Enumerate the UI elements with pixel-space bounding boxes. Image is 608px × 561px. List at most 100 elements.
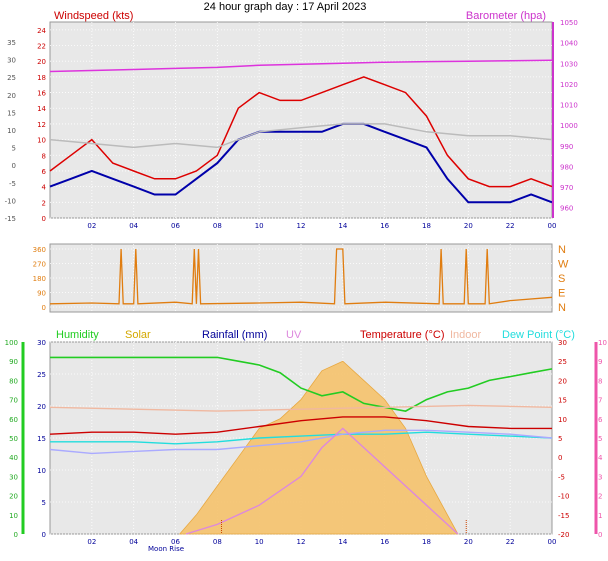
moon-rise-label: Moon Rise [148, 545, 184, 553]
x-tick-label: 10 [255, 222, 264, 230]
uv-tick-label: 5 [598, 435, 602, 443]
x-tick-label: 08 [213, 538, 222, 546]
windspeed-tick-label: 24 [37, 27, 46, 35]
barometer-tick-label: 1040 [560, 40, 578, 48]
x-tick-label: 08 [213, 222, 222, 230]
humidity-tick-label: 90 [9, 358, 18, 366]
uv-tick-label: 1 [598, 512, 602, 520]
windspeed-tick-label: 6 [42, 168, 47, 176]
uv-tick-label: 2 [598, 493, 602, 501]
direction-tick-label: 360 [33, 246, 46, 254]
x-tick-label: 02 [87, 222, 96, 230]
rain-tick-label: 30 [37, 339, 46, 347]
x-tick-label: 18 [422, 222, 431, 230]
x-tick-label: 04 [129, 222, 138, 230]
temp-tick-label: 25 [558, 358, 567, 366]
uv-tick-label: 6 [598, 416, 603, 424]
x-tick-label: 06 [171, 538, 180, 546]
temp-tick-label: -5 [558, 473, 565, 481]
compass-label: W [558, 259, 569, 271]
legend-item: Solar [125, 329, 151, 341]
temp-tick-label: 30 [558, 339, 567, 347]
x-tick-label: 02 [87, 538, 96, 546]
x-tick-label: 14 [338, 222, 347, 230]
windspeed-tick-label: 0 [42, 215, 46, 223]
humidity-tick-label: 60 [9, 416, 18, 424]
x-tick-label: 16 [380, 538, 389, 546]
chart-title: 24 hour graph day : 17 April 2023 [204, 1, 367, 13]
humidity-tick-label: 100 [5, 339, 18, 347]
humidity-tick-label: 0 [14, 531, 18, 539]
series-barometer [49, 59, 553, 73]
far-left-tick-label: -5 [9, 180, 16, 188]
x-tick-label: 12 [297, 222, 306, 230]
barometer-tick-label: 990 [560, 143, 573, 151]
windspeed-tick-label: 8 [42, 152, 46, 160]
far-left-tick-label: 35 [7, 39, 16, 47]
far-left-tick-label: -15 [5, 215, 16, 223]
series-solar [178, 360, 459, 535]
x-tick-label: 18 [422, 538, 431, 546]
barometer-axis-title: Barometer (hpa) [466, 10, 546, 22]
far-left-tick-label: 0 [12, 162, 16, 170]
x-tick-label: 20 [464, 538, 473, 546]
humidity-tick-label: 50 [9, 435, 18, 443]
x-tick-label: 10 [255, 538, 264, 546]
temp-tick-label: -20 [558, 531, 569, 539]
temp-tick-label: 0 [558, 454, 562, 462]
temp-tick-label: -10 [558, 493, 569, 501]
rain-tick-label: 15 [37, 435, 46, 443]
direction-tick-label: 0 [42, 304, 46, 312]
series-dewpoint [50, 431, 553, 445]
uv-tick-label: 7 [598, 397, 602, 405]
far-left-tick-label: 5 [12, 145, 16, 153]
uv-tick-label: 10 [598, 339, 607, 347]
far-left-tick-label: 10 [7, 127, 16, 135]
windspeed-tick-label: 2 [42, 199, 46, 207]
humidity-tick-label: 80 [9, 377, 18, 385]
legend-item: UV [286, 329, 302, 341]
direction-tick-label: 90 [37, 290, 46, 298]
uv-tick-label: 3 [598, 473, 602, 481]
legend-item: Indoor [450, 329, 482, 341]
windspeed-tick-label: 12 [37, 121, 46, 129]
compass-label: N [558, 302, 566, 314]
x-tick-label: 16 [380, 222, 389, 230]
temp-tick-label: -15 [558, 512, 569, 520]
barometer-tick-label: 980 [560, 163, 573, 171]
series-indoor [49, 404, 553, 412]
x-tick-label: 06 [171, 222, 180, 230]
windspeed-tick-label: 22 [37, 43, 46, 51]
compass-label: N [558, 244, 566, 256]
rain-tick-label: 25 [37, 371, 46, 379]
series-uv [185, 427, 459, 535]
series-direction [49, 248, 553, 305]
rain-tick-label: 10 [37, 467, 46, 475]
x-tick-label: 12 [297, 538, 306, 546]
direction-tick-label: 270 [33, 261, 46, 269]
barometer-tick-label: 1050 [560, 19, 578, 27]
x-tick-label: 20 [464, 222, 473, 230]
rain-tick-label: 5 [42, 499, 46, 507]
rain-tick-label: 20 [37, 403, 46, 411]
barometer-tick-label: 1030 [560, 60, 578, 68]
x-tick-label: 04 [129, 538, 138, 546]
far-left-tick-label: 20 [7, 92, 16, 100]
humidity-tick-label: 40 [9, 454, 18, 462]
temp-tick-label: 5 [558, 435, 562, 443]
x-tick-label: 00 [548, 538, 557, 546]
series-wind_blue [49, 122, 553, 204]
legend-item: Temperature (°C) [360, 329, 444, 341]
direction-tick-label: 180 [33, 275, 46, 283]
series-feels [49, 429, 553, 455]
series-wind_gray [49, 123, 553, 149]
humidity-tick-label: 30 [9, 473, 18, 481]
temp-tick-label: 10 [558, 416, 567, 424]
windspeed-tick-label: 14 [37, 105, 46, 113]
legend-item: Rainfall (mm) [202, 329, 267, 341]
far-left-tick-label: -10 [5, 197, 16, 205]
compass-label: E [558, 288, 565, 300]
series-wind_red [49, 76, 553, 188]
barometer-tick-label: 1000 [560, 122, 578, 130]
uv-tick-label: 0 [598, 531, 602, 539]
